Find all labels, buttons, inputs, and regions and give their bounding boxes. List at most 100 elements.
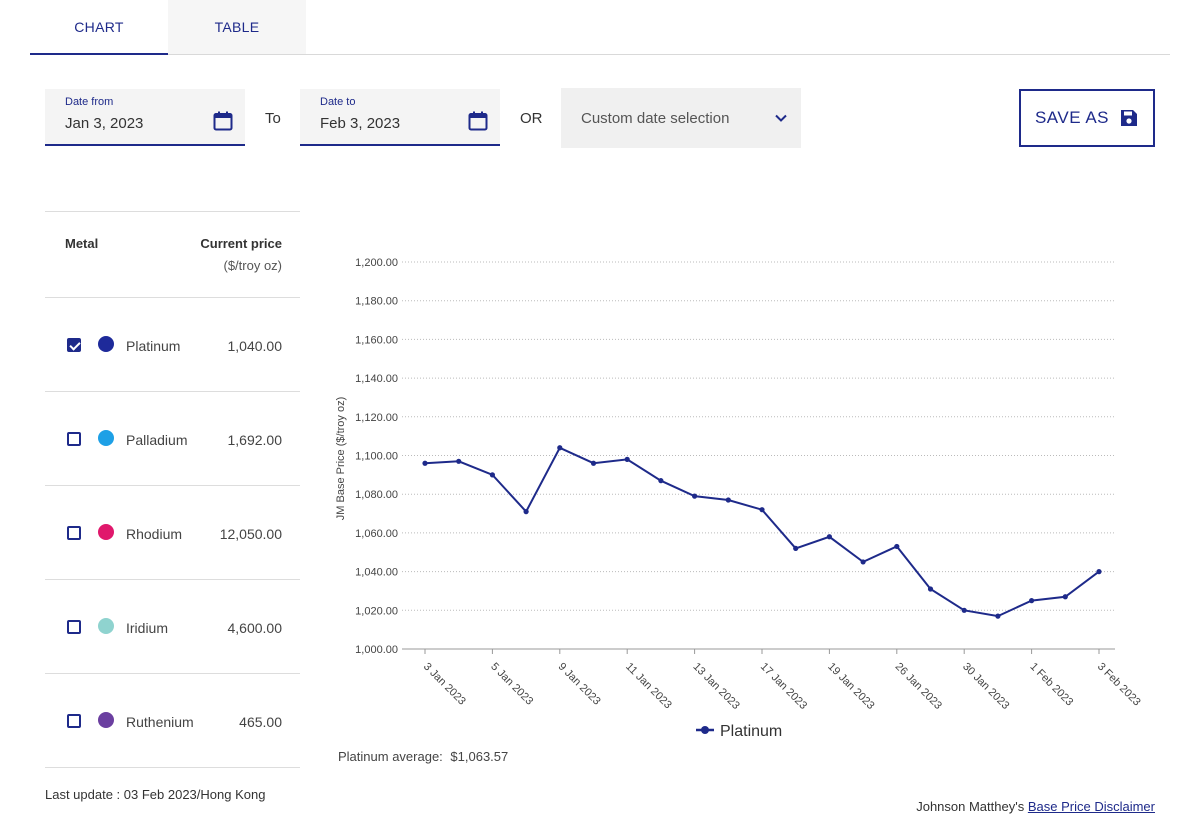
calendar-icon[interactable] bbox=[468, 111, 488, 131]
series-line-platinum bbox=[424, 446, 1100, 618]
base-price-disclaimer-link[interactable]: Base Price Disclaimer bbox=[1027, 799, 1155, 814]
legend-marker bbox=[701, 726, 709, 734]
or-label: OR bbox=[520, 110, 543, 127]
average-label: Platinum average: bbox=[338, 749, 443, 764]
tab-chart[interactable]: CHART bbox=[30, 0, 168, 55]
platinum-checkbox[interactable] bbox=[67, 338, 81, 352]
y-tick-label: 1,180.00 bbox=[355, 296, 398, 308]
data-point bbox=[658, 478, 664, 484]
y-tick-label: 1,200.00 bbox=[355, 257, 398, 269]
chevron-down-icon bbox=[775, 114, 787, 122]
metal-row-ruthenium: Ruthenium 465.00 bbox=[45, 674, 300, 768]
metal-row-platinum: Platinum 1,040.00 bbox=[45, 298, 300, 392]
y-tick-label: 1,160.00 bbox=[355, 334, 398, 346]
chart-average: Platinum average: $1,063.57 bbox=[334, 749, 508, 764]
data-point bbox=[995, 613, 1001, 619]
custom-date-select-value: Custom date selection bbox=[581, 110, 730, 127]
data-point bbox=[489, 472, 495, 478]
data-point bbox=[523, 509, 529, 515]
palladium-color-dot bbox=[98, 430, 114, 446]
metal-name: Platinum bbox=[126, 338, 181, 354]
x-tick-label: 11 Jan 2023 bbox=[623, 661, 674, 712]
date-from-field[interactable]: Date from Jan 3, 2023 bbox=[45, 89, 245, 146]
header-metal: Metal bbox=[65, 236, 99, 251]
legend-label: Platinum bbox=[720, 723, 782, 740]
date-to-value: Feb 3, 2023 bbox=[320, 115, 401, 132]
x-tick-label: 3 Jan 2023 bbox=[421, 661, 468, 708]
x-tick-label: 3 Feb 2023 bbox=[1095, 661, 1143, 709]
y-tick-label: 1,060.00 bbox=[355, 528, 398, 540]
y-tick-label: 1,080.00 bbox=[355, 489, 398, 501]
y-axis-label: JM Base Price ($/troy oz) bbox=[335, 397, 347, 520]
data-point bbox=[1062, 594, 1068, 600]
metal-name: Palladium bbox=[126, 432, 188, 448]
y-tick-label: 1,000.00 bbox=[355, 644, 398, 656]
iridium-checkbox[interactable] bbox=[67, 620, 81, 634]
metal-row-rhodium: Rhodium 12,050.00 bbox=[45, 486, 300, 580]
data-point bbox=[961, 607, 967, 613]
save-as-label: SAVE AS bbox=[1034, 108, 1110, 127]
price-line-chart: 1,000.00 1,020.00 1,040.00 1,060.00 1,080.00… bbox=[335, 257, 1143, 740]
y-tick-label: 1,140.00 bbox=[355, 373, 398, 385]
data-point bbox=[422, 460, 428, 466]
y-tick-label: 1,100.00 bbox=[355, 451, 398, 463]
view-tabs: CHART TABLE bbox=[30, 0, 1170, 55]
floppy-disk-icon bbox=[1121, 110, 1138, 126]
to-label: To bbox=[265, 110, 281, 127]
disclaimer-prefix: Johnson Matthey's bbox=[916, 799, 1025, 814]
iridium-color-dot bbox=[98, 618, 114, 634]
data-point bbox=[456, 458, 462, 464]
x-tick-label: 1 Feb 2023 bbox=[1027, 661, 1075, 709]
x-tick-label: 5 Jan 2023 bbox=[488, 661, 535, 708]
metal-price: 465.00 bbox=[239, 714, 282, 730]
metal-price: 1,040.00 bbox=[227, 338, 283, 354]
data-point bbox=[759, 507, 765, 513]
custom-date-select[interactable]: Custom date selection bbox=[561, 88, 801, 148]
data-point bbox=[557, 445, 563, 451]
data-point bbox=[793, 545, 799, 551]
header-current-price: Current price bbox=[200, 236, 282, 251]
data-point bbox=[894, 543, 900, 550]
metal-price: 12,050.00 bbox=[219, 526, 282, 542]
x-tick-label: 13 Jan 2023 bbox=[690, 661, 741, 712]
metal-name: Rhodium bbox=[126, 526, 183, 542]
data-point bbox=[590, 460, 597, 466]
x-tick-label: 30 Jan 2023 bbox=[960, 661, 1011, 712]
data-point bbox=[826, 534, 832, 540]
x-tick-label: 26 Jan 2023 bbox=[893, 661, 944, 712]
data-point bbox=[692, 493, 698, 499]
metal-row-palladium: Palladium 1,692.00 bbox=[45, 392, 300, 486]
x-tick-label: 9 Jan 2023 bbox=[556, 661, 603, 708]
ruthenium-color-dot bbox=[98, 712, 114, 728]
rhodium-color-dot bbox=[98, 524, 114, 540]
metal-name: Ruthenium bbox=[126, 714, 194, 730]
disclaimer: Johnson Matthey's Base Price Disclaimer bbox=[916, 799, 1155, 814]
ruthenium-checkbox[interactable] bbox=[67, 714, 81, 728]
date-to-field[interactable]: Date to Feb 3, 2023 bbox=[300, 89, 500, 146]
average-value: $1,063.57 bbox=[450, 749, 509, 764]
metal-table: Metal Current price ($/troy oz) Platinum… bbox=[45, 211, 300, 768]
palladium-checkbox[interactable] bbox=[67, 432, 81, 446]
metal-price: 1,692.00 bbox=[227, 432, 283, 448]
y-tick-label: 1,120.00 bbox=[355, 412, 398, 424]
data-point bbox=[860, 559, 866, 565]
metal-row-iridium: Iridium 4,600.00 bbox=[45, 580, 300, 674]
metal-name: Iridium bbox=[126, 620, 169, 636]
platinum-color-dot bbox=[98, 336, 114, 352]
date-to-label: Date to bbox=[320, 96, 356, 108]
metal-price: 4,600.00 bbox=[227, 620, 283, 636]
tab-table[interactable]: TABLE bbox=[168, 0, 306, 54]
metal-table-header: Metal Current price ($/troy oz) bbox=[45, 212, 300, 298]
data-point bbox=[1096, 569, 1102, 575]
calendar-icon[interactable] bbox=[213, 111, 233, 131]
data-point bbox=[927, 586, 934, 592]
data-point bbox=[725, 497, 731, 503]
rhodium-checkbox[interactable] bbox=[67, 526, 81, 540]
x-tick-label: 17 Jan 2023 bbox=[758, 661, 809, 712]
data-point bbox=[1029, 598, 1035, 604]
header-unit: ($/troy oz) bbox=[223, 258, 282, 273]
date-from-label: Date from bbox=[65, 96, 114, 108]
save-as-button[interactable]: SAVE AS bbox=[1019, 89, 1155, 147]
last-update-text: Last update : 03 Feb 2023/Hong Kong bbox=[45, 787, 266, 802]
data-point bbox=[624, 456, 630, 462]
